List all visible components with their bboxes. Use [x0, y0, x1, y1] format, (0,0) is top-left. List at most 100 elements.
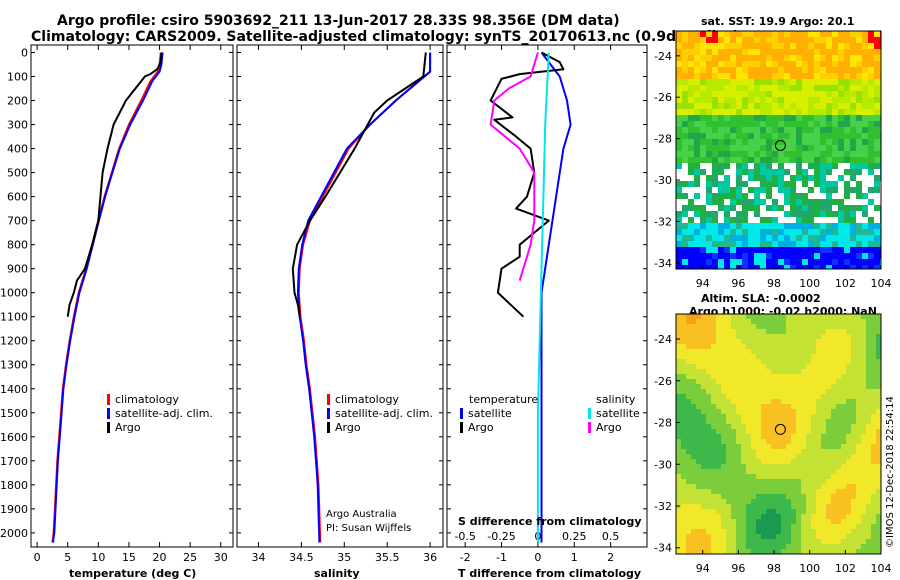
depth-tick-label: 400 — [7, 143, 28, 156]
sla-cell — [786, 489, 791, 494]
sst-cell — [808, 139, 814, 145]
sst-cell — [772, 265, 778, 269]
sst-cell — [868, 247, 874, 253]
sla-cell — [836, 449, 841, 454]
sst-cell — [694, 169, 700, 175]
sla-cell — [796, 519, 801, 524]
sla-cell — [711, 534, 716, 539]
sla-cell — [831, 519, 836, 524]
sla-cell — [701, 344, 706, 349]
sla-cell — [866, 369, 871, 374]
sla-cell — [816, 369, 821, 374]
sla-cell — [866, 534, 871, 539]
sla-cell — [781, 504, 786, 509]
sla-cell — [861, 439, 866, 444]
sla-cell — [811, 514, 816, 519]
sla-cell — [831, 319, 836, 324]
sla-cell — [846, 464, 851, 469]
sla-cell — [676, 464, 681, 469]
sla-cell — [846, 394, 851, 399]
sla-cell — [776, 414, 781, 419]
salinity-depth-ticks — [237, 52, 443, 534]
sst-cell — [850, 187, 856, 193]
sst-cell — [706, 169, 712, 175]
sla-cell — [776, 499, 781, 504]
sla-cell — [836, 489, 841, 494]
sst-cell — [868, 139, 874, 145]
sst-cell — [718, 55, 724, 61]
sst-cell — [772, 163, 778, 169]
sla-cell — [766, 454, 771, 459]
sla-cell — [696, 334, 701, 339]
sla-cell — [831, 494, 836, 499]
sla-cell — [691, 534, 696, 539]
sla-cell — [746, 344, 751, 349]
sst-cell — [694, 127, 700, 133]
sla-cell — [856, 404, 861, 409]
sla-cell — [686, 549, 691, 554]
sla-cell — [786, 514, 791, 519]
sla-cell — [741, 339, 746, 344]
sla-cell — [766, 544, 771, 549]
sst-cell — [838, 85, 844, 91]
sla-cell — [741, 384, 746, 389]
sla-cell — [786, 484, 791, 489]
sla-cell — [746, 374, 751, 379]
sla-cell — [736, 334, 741, 339]
sla-cell — [861, 354, 866, 359]
sla-cell — [686, 399, 691, 404]
sla-cell — [821, 474, 826, 479]
sla-map-title-line1: Altim. SLA: -0.0002 — [701, 292, 821, 305]
sst-cell — [772, 37, 778, 43]
sla-cell — [761, 414, 766, 419]
sst-cell — [766, 121, 772, 127]
sla-cell — [751, 414, 756, 419]
sst-cell — [814, 187, 820, 193]
sla-cell — [676, 379, 681, 384]
sst-cell — [778, 31, 784, 37]
sla-cell — [736, 509, 741, 514]
sst-cell — [694, 91, 700, 97]
sst-cell — [676, 121, 682, 127]
sst-cell — [718, 109, 724, 115]
sla-cell — [701, 504, 706, 509]
sla-cell — [776, 329, 781, 334]
sst-cell — [676, 139, 682, 145]
sla-cell — [761, 429, 766, 434]
sla-cell — [711, 319, 716, 324]
sla-cell — [676, 334, 681, 339]
sla-cell — [786, 339, 791, 344]
sla-cell — [876, 364, 881, 369]
sst-cell — [808, 247, 814, 253]
sst-cell — [718, 67, 724, 73]
sst-cell — [748, 43, 754, 49]
sla-cell — [711, 429, 716, 434]
legend-swatch-satellite-adj — [107, 408, 110, 419]
sla-cell — [726, 489, 731, 494]
sst-cell — [730, 253, 736, 259]
sla-cell — [821, 479, 826, 484]
sla-cell — [801, 374, 806, 379]
sst-cell — [706, 115, 712, 121]
sst-cell — [736, 265, 742, 269]
sst-cell — [754, 133, 760, 139]
sla-cell — [721, 369, 726, 374]
s-difference-label: S difference from climatology — [458, 515, 642, 528]
sla-cell — [876, 509, 881, 514]
sst-cell — [682, 109, 688, 115]
sla-cell — [871, 374, 876, 379]
sla-cell — [851, 354, 856, 359]
depth-tick-label: 0 — [21, 47, 28, 60]
sla-cell — [871, 389, 876, 394]
sst-cell — [844, 235, 850, 241]
sla-cell — [751, 374, 756, 379]
sla-cell — [811, 524, 816, 529]
sla-cell — [821, 524, 826, 529]
sla-cell — [876, 414, 881, 419]
sst-cell — [874, 115, 880, 121]
sst-cell — [850, 55, 856, 61]
sla-cell — [756, 454, 761, 459]
sla-cell — [791, 394, 796, 399]
legend-swatch-temp-satellite — [460, 408, 463, 419]
sst-cell — [832, 139, 838, 145]
